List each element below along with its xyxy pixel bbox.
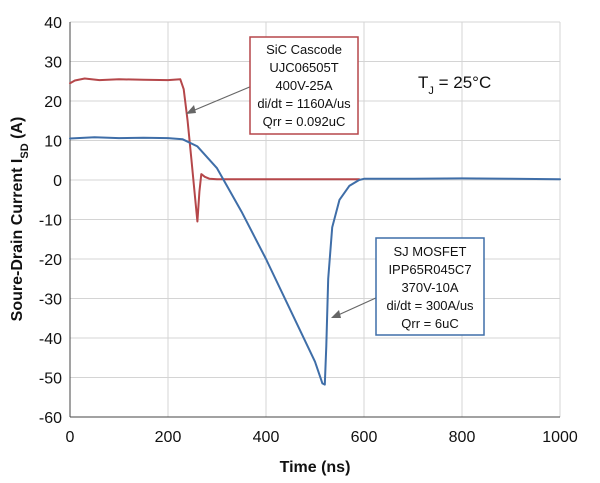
- y-axis-title: Soure-Drain Current ISD (A): [9, 117, 31, 322]
- x-tick-label: 1000: [542, 429, 578, 446]
- series-line-0: [69, 77, 361, 223]
- annotation-sj-arrow: [335, 296, 379, 317]
- y-tick-label: 0: [53, 173, 62, 190]
- annotation-sj-qrr: Qrr = 6uC: [401, 316, 458, 331]
- annotation-sic-line-4: di/dt = 1160A/us: [257, 96, 351, 111]
- annotation-sj-line-4: di/dt = 300A/us: [386, 298, 474, 313]
- tj-prefix: T: [418, 73, 428, 92]
- annotation-sic-arrow: [189, 85, 253, 113]
- y-tick-label: 40: [44, 15, 62, 32]
- axes: [69, 22, 560, 418]
- annotation-sic-arrowhead: [186, 105, 196, 114]
- x-tick-label: 400: [253, 429, 280, 446]
- annotation-sj-line-1: SJ MOSFET: [394, 244, 467, 259]
- series-line-1: [69, 136, 561, 386]
- y-tick-label: 20: [44, 94, 62, 111]
- y-tick-label: -20: [39, 252, 62, 269]
- y-tick-label: -40: [39, 331, 62, 348]
- annotation-sic-line-3: 400V-25A: [275, 78, 332, 93]
- y-axis-title-sub: SD: [19, 143, 31, 158]
- y-axis-title-unit: (A): [9, 117, 26, 144]
- y-tick-label: -10: [39, 213, 62, 230]
- y-axis-title-main: Soure-Drain Current I: [9, 159, 26, 322]
- annotation-sj: SJ MOSFET IPP65R045C7 370V-10A di/dt = 3…: [331, 237, 485, 336]
- y-tick-label: 30: [44, 55, 62, 72]
- x-tick-label: 800: [449, 429, 476, 446]
- annotation-sj-line-2: IPP65R045C7: [388, 262, 471, 277]
- tj-sub: J: [428, 85, 434, 97]
- annotation-sic: SiC Cascode UJC06505T 400V-25A di/dt = 1…: [186, 36, 359, 135]
- x-tick-label: 600: [351, 429, 378, 446]
- annotation-sj-line-3: 370V-10A: [401, 280, 458, 295]
- x-tick-label: 200: [155, 429, 182, 446]
- annotation-sj-box: [375, 237, 485, 336]
- x-tick-label: 0: [66, 429, 75, 446]
- x-axis-title: Time (ns): [280, 459, 351, 476]
- tj-annotation: TJ = 25°C: [418, 73, 491, 97]
- y-tick-label: 10: [44, 134, 62, 151]
- annotation-sic-line-1: SiC Cascode: [266, 42, 342, 57]
- series: [69, 77, 561, 386]
- y-tick-label: -60: [39, 410, 62, 427]
- annotation-sic-line-2: UJC06505T: [269, 60, 338, 75]
- annotation-sic-qrr: Qrr = 0.092uC: [263, 114, 346, 129]
- y-tick-label: -30: [39, 292, 62, 309]
- y-tick-label: -50: [39, 371, 62, 388]
- annotation-sj-arrowhead: [331, 310, 341, 318]
- tj-suffix: = 25°C: [434, 73, 491, 92]
- annotation-sic-box: [249, 36, 359, 135]
